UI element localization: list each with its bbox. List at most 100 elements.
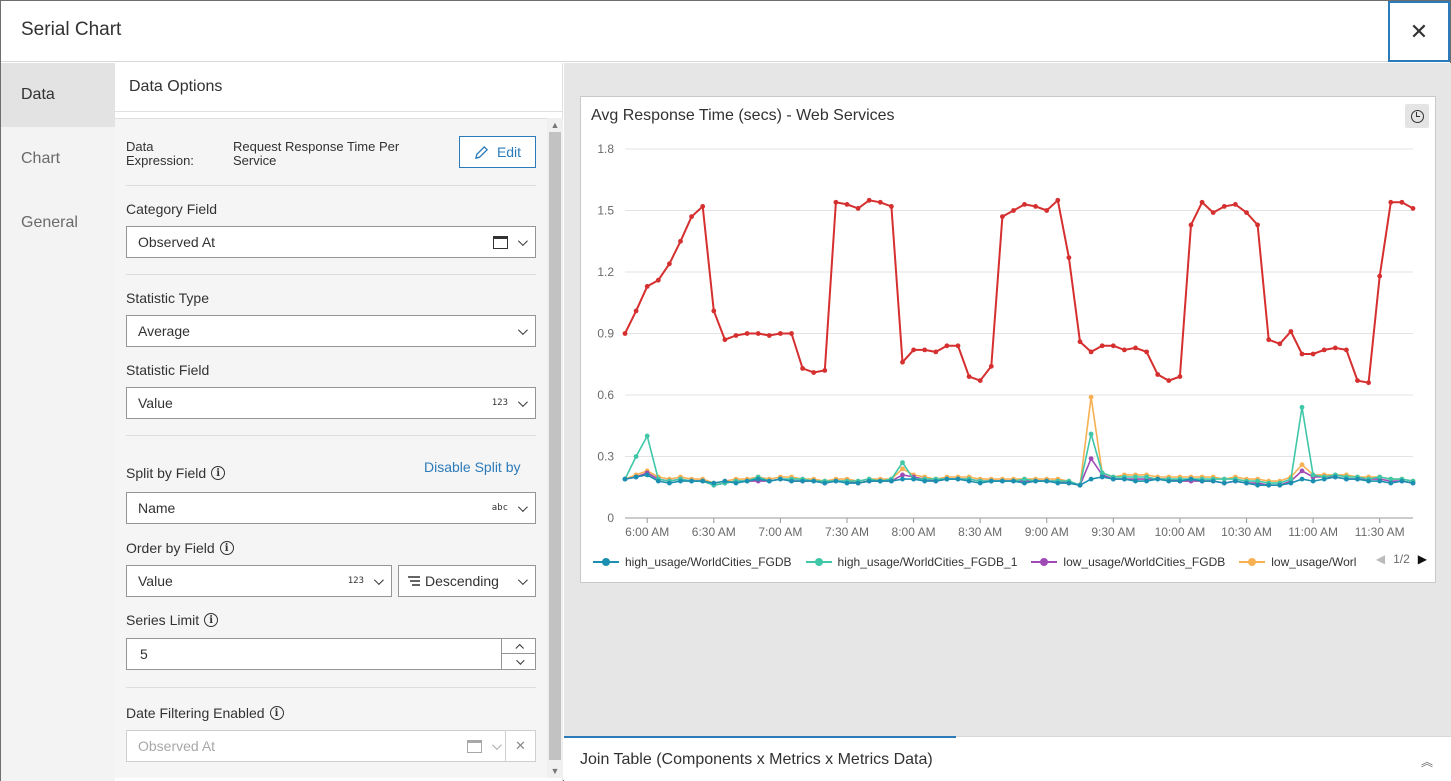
split-by-select[interactable]: Name abc	[126, 492, 536, 524]
data-point	[1288, 480, 1294, 486]
data-point	[900, 359, 905, 365]
series-limit-stepper[interactable]	[501, 639, 535, 669]
date-filter-select[interactable]: Observed At ✕	[126, 730, 536, 762]
category-field-select[interactable]: Observed At	[126, 226, 536, 258]
data-point	[1210, 210, 1216, 215]
data-point	[644, 433, 650, 439]
data-point	[944, 343, 950, 349]
data-point	[855, 206, 861, 211]
legend-item[interactable]: high_usage/WorldCities_FGDB	[593, 555, 792, 569]
chevron-down-icon	[517, 235, 528, 246]
legend-prev-icon[interactable]: ◀	[1375, 552, 1386, 566]
order-by-field-select[interactable]: Value 123	[126, 565, 392, 597]
data-point	[889, 478, 894, 484]
info-icon[interactable]: i	[204, 613, 219, 627]
join-table-tab[interactable]: Join Table (Components x Metrics x Metri…	[564, 736, 956, 781]
data-point	[766, 333, 772, 338]
decrement-button[interactable]	[502, 654, 535, 669]
data-point	[744, 478, 750, 484]
panel-scrollbar[interactable]: ▲ ▼	[547, 118, 563, 778]
close-button[interactable]: ✕	[1388, 1, 1450, 62]
bottom-tab-strip: ︽	[956, 736, 1451, 781]
order-direction-select[interactable]: Descending	[398, 565, 536, 597]
data-point	[1332, 345, 1338, 351]
legend-item[interactable]: low_usage/WorldCities_FGDB	[1031, 555, 1225, 569]
data-point	[1332, 474, 1338, 480]
series-limit-input[interactable]: 5	[126, 638, 536, 670]
data-point	[1388, 476, 1394, 482]
data-point	[1199, 199, 1205, 205]
data-point	[1166, 378, 1172, 383]
info-icon[interactable]: i	[269, 706, 284, 720]
data-point	[644, 472, 650, 478]
scroll-up-icon[interactable]: ▲	[550, 120, 560, 130]
calendar-icon	[467, 739, 482, 753]
tab-general[interactable]: General	[21, 214, 78, 231]
data-point	[633, 454, 639, 459]
data-point	[822, 368, 828, 373]
data-point	[955, 343, 961, 349]
data-point	[644, 284, 650, 289]
order-direction-value: Descending	[425, 573, 499, 589]
time-settings-button[interactable]	[1405, 104, 1429, 128]
disable-split-by-link[interactable]: Disable Split by	[424, 459, 521, 475]
divider	[126, 185, 536, 186]
data-point	[811, 478, 817, 484]
info-icon[interactable]: i	[219, 541, 234, 555]
data-point	[1000, 214, 1005, 219]
x-tick-label: 8:00 AM	[892, 525, 936, 539]
x-tick-label: 6:00 AM	[625, 525, 669, 539]
data-point	[1299, 404, 1305, 410]
legend-next-icon[interactable]: ▶	[1417, 552, 1427, 566]
data-point	[1133, 478, 1138, 484]
x-tick-label: 8:30 AM	[958, 525, 1002, 539]
data-point	[1244, 210, 1249, 215]
data-point	[711, 480, 717, 486]
data-point	[1088, 456, 1094, 461]
data-point	[1321, 347, 1327, 353]
data-point	[1077, 482, 1083, 488]
data-point	[678, 478, 683, 484]
scroll-down-icon[interactable]: ▼	[550, 766, 560, 776]
tab-data[interactable]: Data	[1, 63, 115, 127]
data-point	[744, 331, 750, 336]
data-point	[877, 199, 883, 205]
legend-item[interactable]: high_usage/WorldCities_FGDB_1	[805, 555, 1017, 569]
divider	[126, 687, 536, 688]
y-tick-label: 0.9	[597, 327, 614, 341]
data-point	[966, 374, 972, 379]
info-icon[interactable]: i	[211, 466, 226, 480]
data-point	[977, 378, 983, 383]
x-tick-label: 7:00 AM	[758, 525, 802, 539]
data-point	[1011, 208, 1016, 213]
data-point	[1110, 476, 1116, 482]
data-point	[1133, 474, 1138, 480]
legend-item[interactable]: low_usage/Worl	[1239, 555, 1356, 569]
clear-icon[interactable]: ✕	[505, 731, 535, 761]
data-point	[1088, 476, 1094, 482]
tab-chart[interactable]: Chart	[21, 150, 61, 167]
date-filtering-label: Date Filtering Enabled i	[126, 705, 284, 721]
divider	[126, 435, 536, 436]
data-point	[1055, 197, 1061, 203]
data-point	[1288, 476, 1294, 482]
series-line	[624, 198, 1414, 384]
data-point	[1011, 478, 1016, 484]
line-chart: 0 0.3 0.6 0.9 1.2 1.5 1.8 6:00 AM 6:30 AM 7:00 AM…	[597, 142, 1416, 539]
title-bar: Serial Chart ✕	[1, 1, 1450, 62]
legend-page: 1/2	[1393, 552, 1410, 566]
increment-button[interactable]	[502, 639, 535, 654]
edit-button[interactable]: Edit	[459, 136, 536, 168]
data-point	[889, 204, 894, 209]
legend-swatch	[593, 558, 619, 566]
data-point	[733, 333, 739, 338]
panel-body: Data Expression: Request Response Time P…	[115, 118, 547, 778]
data-point	[1033, 478, 1038, 484]
statistic-type-select[interactable]: Average	[126, 315, 536, 347]
scroll-thumb[interactable]	[549, 132, 561, 760]
expand-icon[interactable]: ︽	[1420, 755, 1433, 769]
chart-preview-area: Avg Response Time (secs) - Web Services …	[564, 63, 1451, 736]
chevron-down-icon	[517, 324, 528, 335]
data-point	[933, 349, 939, 355]
statistic-field-select[interactable]: Value 123	[126, 387, 536, 419]
